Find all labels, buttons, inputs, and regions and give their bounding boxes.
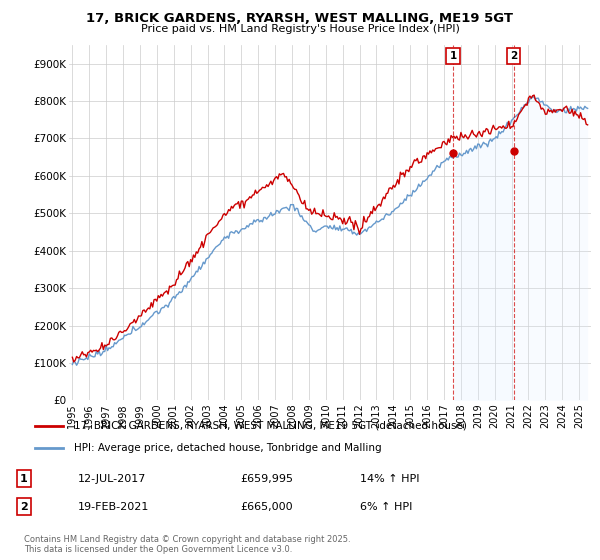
Text: 2: 2 (510, 51, 517, 61)
Text: 1: 1 (20, 474, 28, 484)
Text: £665,000: £665,000 (240, 502, 293, 512)
Text: Price paid vs. HM Land Registry's House Price Index (HPI): Price paid vs. HM Land Registry's House … (140, 24, 460, 34)
Text: 12-JUL-2017: 12-JUL-2017 (78, 474, 146, 484)
Text: 17, BRICK GARDENS, RYARSH, WEST MALLING, ME19 5GT: 17, BRICK GARDENS, RYARSH, WEST MALLING,… (86, 12, 514, 25)
Text: 17, BRICK GARDENS, RYARSH, WEST MALLING, ME19 5GT (detached house): 17, BRICK GARDENS, RYARSH, WEST MALLING,… (74, 421, 467, 431)
Text: 1: 1 (449, 51, 457, 61)
Text: 19-FEB-2021: 19-FEB-2021 (78, 502, 149, 512)
Text: HPI: Average price, detached house, Tonbridge and Malling: HPI: Average price, detached house, Tonb… (74, 443, 382, 453)
Text: Contains HM Land Registry data © Crown copyright and database right 2025.
This d: Contains HM Land Registry data © Crown c… (24, 535, 350, 554)
Text: 14% ↑ HPI: 14% ↑ HPI (360, 474, 419, 484)
Text: 2: 2 (20, 502, 28, 512)
Text: £659,995: £659,995 (240, 474, 293, 484)
Text: 6% ↑ HPI: 6% ↑ HPI (360, 502, 412, 512)
